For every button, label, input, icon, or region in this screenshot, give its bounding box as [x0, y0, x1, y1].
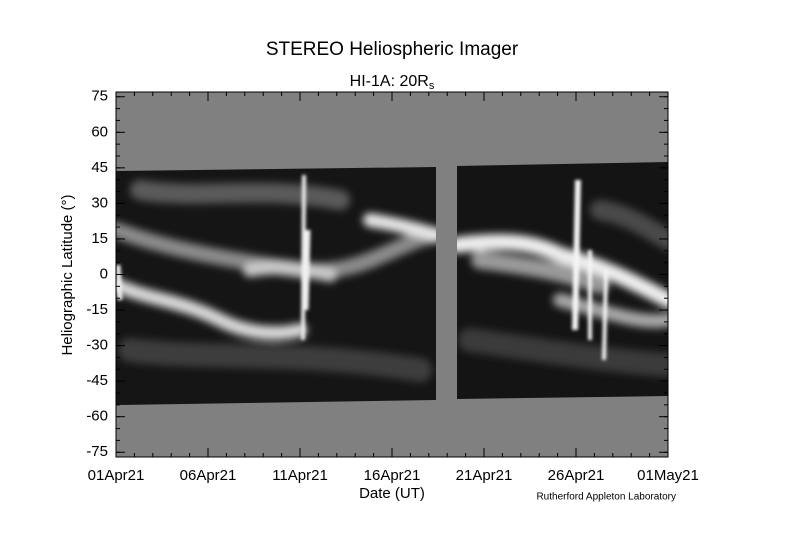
y-tick-label: 75	[91, 88, 108, 105]
y-tick-label: 30	[91, 194, 108, 211]
y-axis-label: Heliographic Latitude (°)	[59, 194, 76, 355]
y-tick-label: -75	[86, 443, 108, 460]
image-panel	[457, 162, 668, 399]
y-tick-label: -30	[86, 337, 108, 354]
x-axis-label: Date (UT)	[359, 485, 425, 502]
x-tick-label: 21Apr21	[456, 467, 513, 484]
y-tick-label: -60	[86, 408, 108, 425]
x-tick-label: 01Apr21	[88, 467, 145, 484]
image-panel	[116, 167, 436, 405]
x-tick-label: 06Apr21	[180, 467, 237, 484]
y-tick-label: 0	[100, 265, 108, 282]
chart-title: STEREO Heliospheric Imager	[266, 39, 519, 60]
y-tick-label: -45	[86, 372, 108, 389]
x-tick-label: 01May21	[637, 467, 699, 484]
y-tick-label: -15	[86, 301, 108, 318]
x-tick-label: 16Apr21	[364, 467, 421, 484]
y-tick-label: 60	[91, 123, 108, 140]
image	[116, 92, 668, 457]
subtitle-subscript: s	[429, 80, 435, 92]
credit: Rutherford Appleton Laboratory	[536, 492, 676, 503]
y-tick-label: 45	[91, 159, 108, 176]
x-tick-label: 11Apr21	[272, 467, 328, 484]
x-tick-label: 26Apr21	[548, 467, 605, 484]
chart-subtitle: HI-1A: 20Rs	[350, 73, 435, 92]
subtitle-text: HI-1A: 20R	[350, 73, 429, 90]
y-tick-label: 15	[91, 230, 108, 247]
